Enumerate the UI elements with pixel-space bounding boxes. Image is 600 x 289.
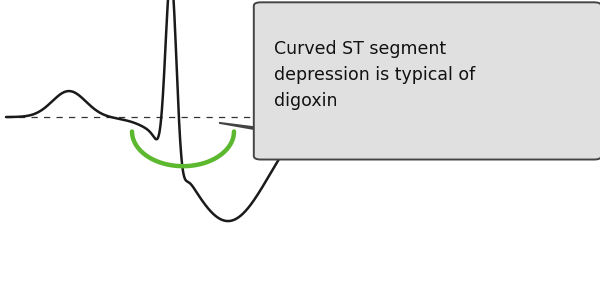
Text: Curved ST segment
depression is typical of
digoxin: Curved ST segment depression is typical … [274,40,475,110]
Polygon shape [219,123,300,133]
FancyBboxPatch shape [254,2,600,160]
